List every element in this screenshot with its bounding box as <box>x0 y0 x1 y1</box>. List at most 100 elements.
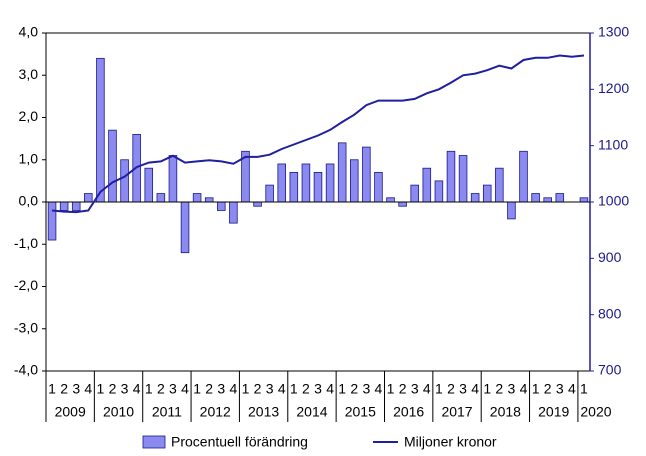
x-tick-label: 2 <box>109 381 117 397</box>
x-tick-label: 1 <box>145 381 153 397</box>
x-group-label: 2013 <box>248 404 279 420</box>
x-tick-label: 1 <box>483 381 491 397</box>
x-tick-label: 3 <box>411 381 419 397</box>
y-tick-label: 4,0 <box>19 24 39 40</box>
x-tick-label: 2 <box>205 381 213 397</box>
x-tick-label: 3 <box>459 381 467 397</box>
x-tick-label: 1 <box>387 381 395 397</box>
y2-tick-label: 1200 <box>598 80 629 96</box>
x-group-label: 2017 <box>441 404 472 420</box>
x-tick-label: 2 <box>60 381 68 397</box>
x-tick-label: 2 <box>157 381 165 397</box>
bar <box>71 201 81 211</box>
bar <box>96 57 105 203</box>
x-group-label: 2018 <box>490 404 521 420</box>
bar <box>349 159 359 203</box>
x-group-label: 2012 <box>200 404 231 420</box>
bar <box>579 197 589 203</box>
bar <box>289 172 299 203</box>
bar <box>229 201 238 224</box>
y-tick-label: 1,0 <box>19 150 39 166</box>
x-tick-label: 4 <box>84 381 92 397</box>
x-group-label: 2015 <box>345 404 376 420</box>
x-group-label: 2010 <box>103 404 134 420</box>
bar <box>156 193 166 203</box>
x-group-label: 2019 <box>538 404 569 420</box>
x-tick-label: 1 <box>435 381 443 397</box>
x-tick-label: 3 <box>508 381 516 397</box>
legend-swatch <box>142 435 166 449</box>
y-tick-label: -4,0 <box>14 362 38 378</box>
bar <box>144 167 154 203</box>
x-tick-label: 2 <box>544 381 552 397</box>
y-tick-label: -1,0 <box>14 235 38 251</box>
bar <box>531 193 540 203</box>
x-tick-label: 4 <box>423 381 431 397</box>
x-tick-label: 4 <box>133 381 141 397</box>
x-tick-label: 1 <box>338 381 346 397</box>
line-series <box>51 54 585 214</box>
bar <box>386 197 395 203</box>
x-tick-label: 4 <box>229 381 237 397</box>
y2-tick-label: 1000 <box>598 193 629 209</box>
bar <box>410 184 419 203</box>
bar <box>325 163 335 203</box>
legend-label: Procentuell förändring <box>171 434 308 450</box>
x-tick-label: 2 <box>399 381 407 397</box>
y-tick-label: 3,0 <box>19 66 39 82</box>
x-group-label: 2016 <box>393 404 424 420</box>
bar <box>543 197 552 203</box>
bar <box>482 184 492 203</box>
x-tick-label: 1 <box>242 381 250 397</box>
bar <box>108 129 117 203</box>
y2-tick-label: 800 <box>598 305 622 321</box>
x-tick-label: 4 <box>568 381 576 397</box>
y2-tick-label: 700 <box>598 362 622 378</box>
x-tick-label: 1 <box>290 381 298 397</box>
bar <box>362 146 371 203</box>
x-tick-label: 4 <box>520 381 528 397</box>
x-tick-label: 1 <box>580 381 588 397</box>
x-tick-label: 1 <box>532 381 540 397</box>
x-tick-label: 2 <box>350 381 358 397</box>
bar <box>253 201 262 207</box>
bar <box>84 193 93 203</box>
bar <box>470 193 480 203</box>
x-tick-label: 4 <box>375 381 383 397</box>
bar <box>204 197 214 203</box>
x-tick-label: 2 <box>302 381 310 397</box>
x-tick-label: 3 <box>362 381 370 397</box>
x-group-label: 2011 <box>152 404 182 420</box>
y-tick-label: -3,0 <box>14 319 38 335</box>
bar <box>434 180 444 203</box>
y-tick-label: 0,0 <box>19 193 39 209</box>
y2-tick-label: 1100 <box>598 136 628 152</box>
bar <box>398 201 407 207</box>
x-tick-label: 4 <box>278 381 286 397</box>
x-group-label: 2014 <box>296 404 327 420</box>
bar <box>555 193 565 203</box>
x-tick-label: 3 <box>121 381 129 397</box>
x-tick-label: 1 <box>48 381 56 397</box>
x-group-label: 2020 <box>580 404 611 420</box>
legend-label: Miljoner kronor <box>404 434 497 450</box>
x-tick-label: 3 <box>556 381 564 397</box>
x-tick-label: 3 <box>217 381 225 397</box>
bar <box>265 184 274 203</box>
y-tick-label: -2,0 <box>14 277 38 293</box>
y-tick-label: 2,0 <box>19 108 39 124</box>
bar <box>277 163 287 203</box>
x-tick-label: 4 <box>326 381 334 397</box>
x-tick-label: 3 <box>314 381 322 397</box>
bar <box>337 142 347 203</box>
x-tick-label: 4 <box>181 381 189 397</box>
x-tick-label: 3 <box>266 381 274 397</box>
bar <box>507 201 516 220</box>
bar <box>217 201 226 211</box>
bar <box>120 159 129 203</box>
bar <box>301 163 311 203</box>
y2-tick-label: 900 <box>598 249 622 265</box>
x-tick-label: 2 <box>447 381 455 397</box>
x-tick-label: 3 <box>169 381 177 397</box>
x-tick-label: 2 <box>495 381 503 397</box>
